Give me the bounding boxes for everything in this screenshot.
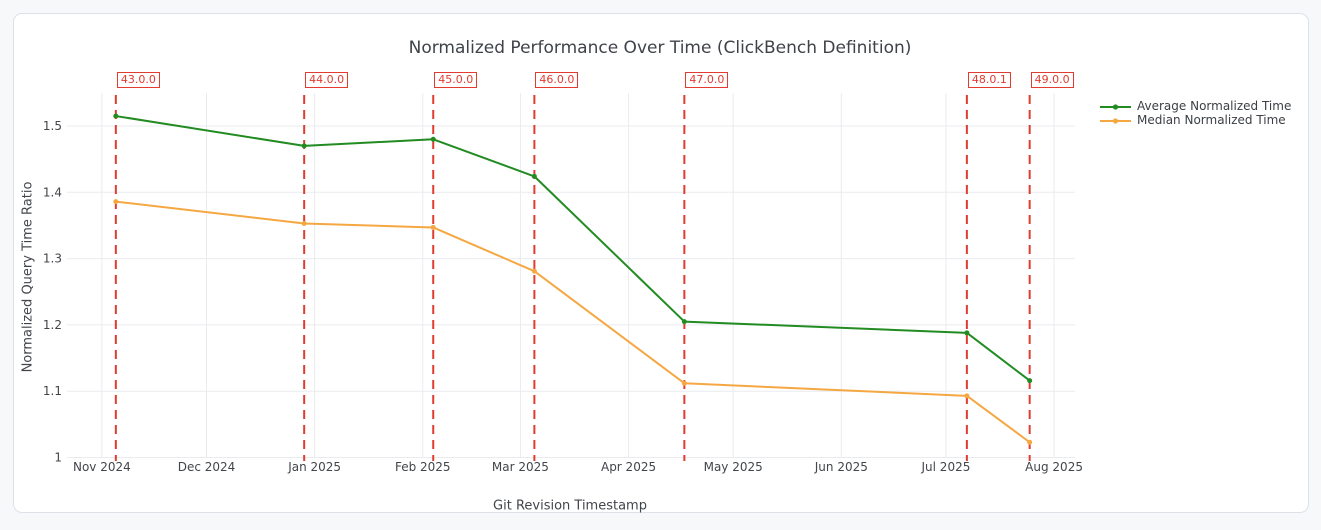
x-tick-label: Feb 2025 — [395, 460, 451, 474]
series-marker[interactable] — [113, 113, 119, 119]
x-tick-label: Dec 2024 — [178, 460, 236, 474]
x-tick-label: Jul 2025 — [921, 460, 971, 474]
series-marker[interactable] — [1027, 439, 1033, 445]
chart-card — [13, 13, 1309, 513]
series-marker[interactable] — [964, 393, 970, 399]
x-tick-label: Nov 2024 — [73, 460, 131, 474]
x-tick-label: Apr 2025 — [601, 460, 656, 474]
legend-label: Median Normalized Time — [1137, 113, 1286, 127]
y-axis-title: Normalized Query Time Ratio — [20, 181, 36, 373]
y-tick-label: 1.1 — [43, 384, 62, 398]
series-marker[interactable] — [301, 220, 307, 226]
x-tick-label: Jun 2025 — [814, 460, 868, 474]
series-line[interactable] — [114, 200, 1031, 444]
y-tick-label: 1.2 — [43, 318, 62, 332]
legend-swatch-dot — [1112, 103, 1119, 110]
legend-item-median[interactable]: Median Normalized Time — [1100, 114, 1291, 127]
y-tick-label: 1.5 — [43, 119, 62, 133]
series-marker[interactable] — [531, 173, 537, 179]
legend-label: Average Normalized Time — [1137, 99, 1292, 113]
y-tick-label: 1 — [54, 451, 62, 465]
series-marker[interactable] — [430, 136, 436, 142]
series-marker[interactable] — [681, 380, 687, 386]
legend-item-average[interactable]: Average Normalized Time — [1100, 100, 1291, 113]
x-tick-label: Aug 2025 — [1025, 460, 1083, 474]
chart-title: Normalized Performance Over Time (ClickB… — [408, 38, 912, 58]
series-line[interactable] — [114, 115, 1031, 382]
series-marker[interactable] — [301, 143, 307, 149]
x-axis-title: Git Revision Timestamp — [493, 498, 647, 514]
legend: Average Normalized Time Median Normalize… — [1100, 100, 1291, 127]
series-marker[interactable] — [430, 224, 436, 230]
x-tick-label: Jan 2025 — [287, 460, 341, 474]
series-marker[interactable] — [964, 330, 970, 336]
y-tick-label: 1.3 — [43, 252, 62, 266]
x-tick-label: Mar 2025 — [492, 460, 549, 474]
series-marker[interactable] — [113, 199, 119, 205]
legend-swatch-dot — [1112, 117, 1119, 124]
series-marker[interactable] — [1027, 378, 1033, 384]
series-marker[interactable] — [681, 319, 687, 325]
line-marker-swatch-icon — [1100, 117, 1131, 124]
line-marker-swatch-icon — [1100, 103, 1131, 110]
y-tick-label: 1.4 — [43, 185, 62, 199]
series-marker[interactable] — [531, 268, 537, 274]
x-tick-label: May 2025 — [704, 460, 763, 474]
